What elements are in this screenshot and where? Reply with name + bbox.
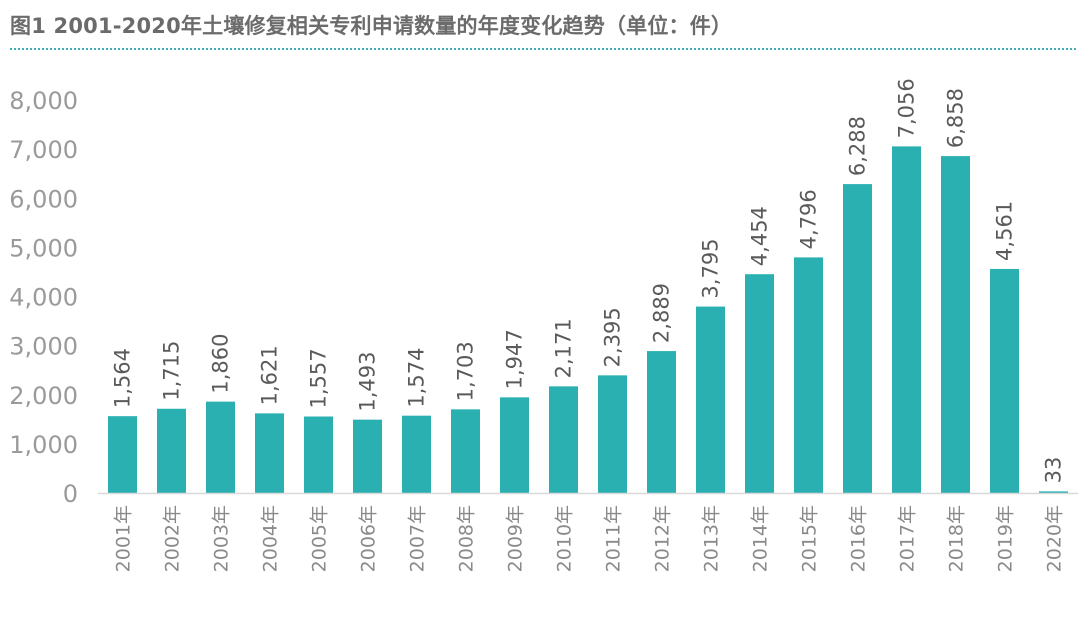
bar <box>647 351 676 493</box>
x-tick-label: 2009年 <box>505 505 527 572</box>
data-label: 7,056 <box>895 78 919 138</box>
data-label: 6,858 <box>944 88 968 148</box>
data-labels: 1,564 1,715 1,860 1,621 1,557 1,493 1,574 1,703… <box>111 78 1066 483</box>
bar <box>255 413 284 493</box>
title-divider <box>10 48 1076 50</box>
x-tick-label: 2003年 <box>211 505 233 572</box>
bar <box>353 419 382 493</box>
bar <box>892 146 921 493</box>
x-tick-label: 2020年 <box>1044 505 1066 572</box>
x-axis: 2001年 2002年 2003年 2004年 2005年 2006年 2007年 2008年… <box>113 505 1066 572</box>
bar <box>402 415 431 493</box>
data-label: 4,796 <box>797 189 821 249</box>
y-axis: 0 1,000 2,000 3,000 4,000 5,000 6,000 7,000 8,00… <box>9 87 78 508</box>
y-tick-label: 3,000 <box>9 333 78 361</box>
data-label: 1,703 <box>454 341 478 401</box>
data-label: 4,561 <box>993 201 1017 261</box>
bars <box>108 146 1068 494</box>
x-tick-label: 2015年 <box>799 505 821 572</box>
y-tick-label: 7,000 <box>9 136 78 164</box>
data-label: 3,795 <box>699 238 723 298</box>
x-tick-label: 2010年 <box>554 505 576 572</box>
y-tick-label: 5,000 <box>9 234 78 262</box>
bar <box>745 274 774 493</box>
data-label: 33 <box>1042 457 1066 484</box>
x-tick-label: 2019年 <box>995 505 1017 572</box>
x-tick-label: 2012年 <box>652 505 674 572</box>
x-tick-label: 2017年 <box>897 505 919 572</box>
x-tick-label: 2014年 <box>750 505 772 572</box>
x-tick-label: 2011年 <box>603 505 625 572</box>
bar <box>1039 491 1068 493</box>
x-tick-label: 2006年 <box>358 505 380 572</box>
x-tick-label: 2001年 <box>113 505 135 572</box>
data-label: 1,557 <box>307 348 331 408</box>
data-label: 1,621 <box>258 345 282 405</box>
x-tick-label: 2007年 <box>407 505 429 572</box>
y-tick-label: 8,000 <box>9 87 78 115</box>
data-label: 2,889 <box>650 283 674 343</box>
bar <box>500 397 529 493</box>
y-tick-label: 2,000 <box>9 382 78 410</box>
bar <box>794 257 823 493</box>
data-label: 1,493 <box>356 352 380 412</box>
data-label: 2,395 <box>601 307 625 367</box>
bar <box>108 416 137 493</box>
data-label: 2,171 <box>552 318 576 378</box>
bar <box>598 375 627 493</box>
data-label: 1,947 <box>503 329 527 389</box>
y-tick-label: 4,000 <box>9 284 78 312</box>
bar <box>206 401 235 493</box>
x-tick-label: 2005年 <box>309 505 331 572</box>
data-label: 1,715 <box>160 341 184 401</box>
bar <box>941 156 970 493</box>
bar <box>549 386 578 493</box>
data-label: 1,564 <box>111 348 135 408</box>
bar <box>843 184 872 494</box>
data-label: 6,288 <box>846 116 870 176</box>
y-tick-label: 1,000 <box>9 431 78 459</box>
bar <box>304 416 333 493</box>
y-tick-label: 6,000 <box>9 185 78 213</box>
chart-title: 图1 2001-2020年土壤修复相关专利申请数量的年度变化趋势（单位：件） <box>10 14 733 38</box>
bar <box>451 409 480 493</box>
bar <box>157 408 186 493</box>
x-tick-label: 2002年 <box>162 505 184 572</box>
x-tick-label: 2013年 <box>701 505 723 572</box>
x-tick-label: 2016年 <box>848 505 870 572</box>
x-tick-label: 2018年 <box>946 505 968 572</box>
x-tick-label: 2004年 <box>260 505 282 572</box>
y-tick-label: 0 <box>63 480 78 508</box>
bar <box>696 306 725 493</box>
data-label: 1,860 <box>209 334 233 394</box>
data-label: 4,454 <box>748 206 772 266</box>
data-label: 1,574 <box>405 348 429 408</box>
x-tick-label: 2008年 <box>456 505 478 572</box>
bar <box>990 268 1019 493</box>
